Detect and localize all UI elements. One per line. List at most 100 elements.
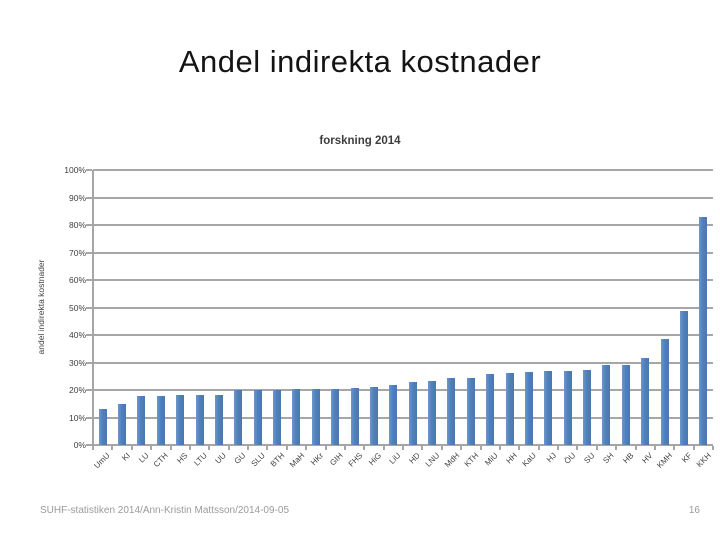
x-tick-label: KTH [462,451,481,469]
gridline [93,334,713,336]
x-axis-tick [382,446,385,450]
y-axis-tick [86,251,92,254]
bar-KKH [699,216,708,445]
x-tick-label: GU [232,451,248,466]
bar-CTH [156,395,165,445]
x-tick-label: HKr [309,451,326,468]
x-axis-tick [518,446,521,450]
bar-BTH [273,389,282,445]
chart-title: forskning 2014 [319,135,401,147]
y-axis-tick [86,361,92,364]
x-tick-label: SU [582,451,597,466]
y-axis-tick [86,169,92,171]
x-axis-tick [653,446,656,450]
x-axis-tick [363,446,366,450]
x-axis-tick [285,446,288,450]
y-axis-tick [86,279,92,281]
x-tick-label: KMH [654,451,674,470]
bar-HKr [311,388,320,445]
x-axis-tick [130,446,133,450]
gridline [93,306,713,309]
bar-MaH [292,389,301,445]
x-tick-label: HV [640,451,655,466]
x-axis-tick [343,446,346,450]
x-tick-label: SH [601,451,616,466]
gridline [93,416,713,419]
bar-KaU [524,372,533,445]
x-tick-label: LU [137,451,151,465]
y-axis-tick [86,334,92,336]
bar-KTH [466,377,475,445]
page-number: 16 [688,505,700,516]
x-axis-tick [712,446,714,450]
x-axis-tick [673,446,676,450]
x-tick-label: SLU [249,451,268,469]
y-axis-line [92,170,94,450]
bar-SH [602,365,611,445]
y-tick-label: 80% [68,220,86,230]
x-axis-tick [150,446,153,450]
bar-ÖU [563,370,572,445]
gridline [93,169,713,171]
bar-MdH [447,378,456,445]
x-axis-tick [460,446,463,450]
x-tick-label: KKH [694,451,713,469]
bar-MiU [486,374,495,445]
y-tick-label: 90% [68,192,86,203]
x-axis-tick [479,446,482,450]
bar-GU [234,390,243,445]
x-tick-label: HiG [367,451,384,468]
x-tick-label: HD [407,451,423,466]
footer-text: SUHF-statistiken 2014/Ann-Kristin Mattss… [40,505,290,516]
y-tick-label: 60% [68,275,86,285]
x-axis-tick [498,446,501,450]
x-axis-tick [421,446,424,450]
x-axis-tick [305,446,308,450]
bar-HiG [369,386,378,445]
y-axis-tick [86,224,92,226]
x-tick-label: HH [504,451,519,466]
x-axis-tick [247,446,249,450]
x-tick-label: BTH [268,451,287,469]
x-axis-tick [92,446,94,450]
bar-HH [505,373,514,445]
x-axis-tick [402,446,404,450]
x-tick-label: ÖU [562,451,578,466]
y-axis-tick [86,416,92,419]
x-axis-tick [634,446,637,450]
x-axis-tick [324,446,327,450]
gridline [93,196,713,199]
x-axis-tick [188,446,191,450]
x-axis-tick [576,446,579,450]
bar-SLU [253,390,262,445]
y-tick-label: 40% [68,330,86,340]
x-axis-tick [227,446,230,450]
x-tick-label: KaU [520,451,539,469]
x-axis-tick [595,446,598,450]
bar-SU [583,369,592,445]
y-tick-label: 100% [64,165,86,175]
gridline [93,444,713,446]
bar-LTU [195,394,204,445]
x-axis-tick [615,446,618,450]
y-axis-title: andel indirekta kostnader [36,259,46,355]
bar-UU [214,394,223,445]
x-axis-tick [440,446,443,450]
y-tick-label: 50% [68,302,86,313]
y-tick-label: 0% [73,440,86,450]
gridline [93,361,713,364]
bar-HB [621,364,630,445]
gridline [93,389,713,391]
x-tick-label: KF [679,451,694,465]
y-axis-tick [86,306,92,309]
bar-LiU [389,384,398,445]
x-axis-tick [208,446,211,450]
x-tick-label: MaH [287,451,306,470]
y-axis-tick [86,196,92,199]
gridline [93,224,713,226]
x-axis-tick [111,446,114,450]
x-axis-tick [537,446,540,450]
bar-LNU [428,380,437,445]
y-tick-label: 30% [68,357,86,368]
